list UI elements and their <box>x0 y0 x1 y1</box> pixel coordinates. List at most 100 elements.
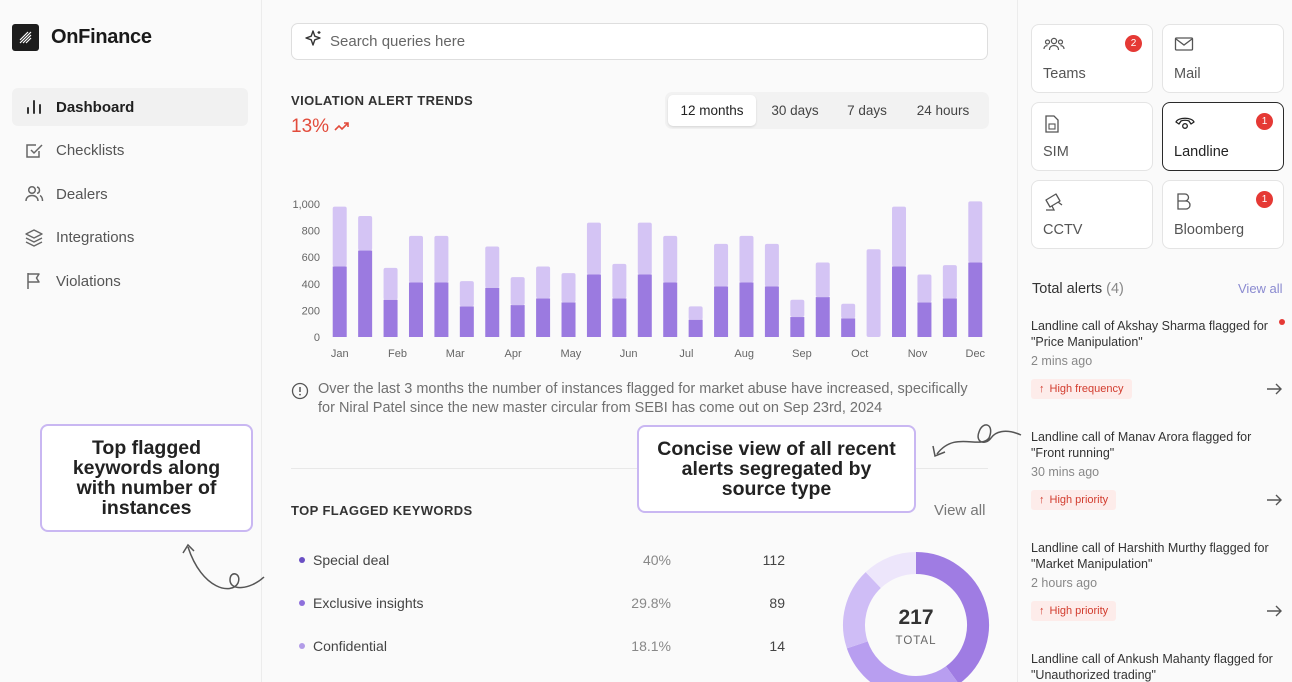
keyword-row[interactable]: Special deal 40% 112 <box>299 551 789 571</box>
x-tick-label: Jan <box>331 348 349 360</box>
alert-item[interactable]: Landline call of Harshith Murthy flagged… <box>1031 541 1283 641</box>
chart-bar-segment[interactable] <box>612 263 627 299</box>
chart-bar-segment[interactable] <box>663 282 678 337</box>
search-input[interactable]: Search queries here <box>330 33 466 50</box>
keywords-donut-chart: 217 TOTAL <box>843 552 989 682</box>
chart-bar-segment[interactable] <box>688 319 703 337</box>
chart-bar-segment[interactable] <box>434 282 449 337</box>
donut-segment[interactable] <box>865 552 917 589</box>
chart-bar-segment[interactable] <box>688 306 703 320</box>
range-30-days[interactable]: 30 days <box>771 103 819 118</box>
chart-bar-segment[interactable] <box>536 266 551 299</box>
sidebar-item-checklists[interactable]: Checklists <box>12 132 248 170</box>
logo-icon <box>12 24 39 51</box>
chart-bar-segment[interactable] <box>790 317 805 337</box>
trend-change-value: 13% <box>291 116 330 137</box>
chart-bar-segment[interactable] <box>408 282 423 337</box>
chart-bar-segment[interactable] <box>815 262 830 298</box>
alerts-view-all-link[interactable]: View all <box>1238 281 1283 296</box>
alert-item[interactable]: Landline call of Manav Arora flagged for… <box>1031 430 1283 530</box>
chart-bar-segment[interactable] <box>510 305 525 337</box>
chart-bar-segment[interactable] <box>510 277 525 306</box>
chart-bar-segment[interactable] <box>459 306 474 337</box>
arrow-right-icon[interactable] <box>1265 491 1283 509</box>
chart-bar-segment[interactable] <box>612 298 627 337</box>
chart-bar-segment[interactable] <box>942 298 957 337</box>
donut-segment[interactable] <box>915 552 989 682</box>
chart-bar-segment[interactable] <box>714 286 729 337</box>
source-cctv[interactable]: CCTV <box>1031 180 1153 249</box>
chart-bar-segment[interactable] <box>739 282 754 337</box>
chart-bar-segment[interactable] <box>358 250 373 337</box>
donut-segment[interactable] <box>843 572 882 649</box>
chart-bar-segment[interactable] <box>637 274 652 337</box>
source-landline[interactable]: 1 Landline <box>1162 102 1284 171</box>
chart-bar-segment[interactable] <box>663 235 678 283</box>
chart-bar-segment[interactable] <box>536 298 551 337</box>
chart-bar-segment[interactable] <box>764 243 779 287</box>
chart-bar-segment[interactable] <box>561 273 576 303</box>
chart-bar-segment[interactable] <box>459 281 474 307</box>
source-label: Teams <box>1043 66 1086 82</box>
chart-bar-segment[interactable] <box>332 206 347 267</box>
chart-bar-segment[interactable] <box>383 267 398 300</box>
chart-bar-segment[interactable] <box>764 286 779 337</box>
arrow-right-icon[interactable] <box>1265 602 1283 620</box>
chart-bar-segment[interactable] <box>358 215 373 251</box>
chart-bar-segment[interactable] <box>714 243 729 287</box>
range-24-hours[interactable]: 24 hours <box>916 103 970 118</box>
chart-bar-segment[interactable] <box>485 246 500 288</box>
chart-bar-segment[interactable] <box>942 265 957 299</box>
source-mail[interactable]: Mail <box>1162 24 1284 93</box>
x-tick-label: Nov <box>908 348 928 360</box>
source-sim[interactable]: SIM <box>1031 102 1153 171</box>
chart-bar-segment[interactable] <box>917 274 932 303</box>
users-icon <box>24 184 44 204</box>
alert-text: Landline call of Ankush Mahanty flagged … <box>1031 652 1273 682</box>
chart-bar-segment[interactable] <box>892 206 907 267</box>
chart-bar-segment[interactable] <box>586 274 601 337</box>
arrow-right-icon[interactable] <box>1265 380 1283 398</box>
y-tick-label: 600 <box>302 252 320 264</box>
arrow-up-icon: ↑ <box>1039 605 1045 617</box>
sidebar-item-violations[interactable]: Violations <box>12 262 248 300</box>
source-bloomberg[interactable]: 1 Bloomberg <box>1162 180 1284 249</box>
chart-bar-segment[interactable] <box>332 266 347 337</box>
chart-bar-segment[interactable] <box>790 299 805 318</box>
sidebar-item-integrations[interactable]: Integrations <box>12 219 248 257</box>
alert-item[interactable]: Landline call of Akshay Sharma flagged f… <box>1031 319 1285 419</box>
alert-item[interactable]: Landline call of Ankush Mahanty flagged … <box>1031 652 1283 682</box>
chart-bar-segment[interactable] <box>434 235 449 283</box>
main-content: Search queries here VIOLATION ALERT TREN… <box>263 0 1017 682</box>
chart-bar-segment[interactable] <box>637 222 652 275</box>
keyword-row[interactable]: Exclusive insights 29.8% 89 <box>299 594 789 614</box>
chart-bar-segment[interactable] <box>917 302 932 337</box>
sidebar-item-dashboard[interactable]: Dashboard <box>12 88 248 126</box>
chart-bar-segment[interactable] <box>841 318 856 337</box>
y-tick-label: 400 <box>302 279 320 291</box>
keywords-view-all-link[interactable]: View all <box>934 502 986 519</box>
chart-bar-segment[interactable] <box>968 201 983 263</box>
search-bar[interactable]: Search queries here <box>291 23 988 60</box>
chart-bar-segment[interactable] <box>383 299 398 337</box>
chart-bar-segment[interactable] <box>968 262 983 337</box>
brand[interactable]: OnFinance <box>12 24 152 51</box>
chart-bar-segment[interactable] <box>485 287 500 337</box>
chart-bar-segment[interactable] <box>841 303 856 319</box>
callout-arrow-right <box>932 424 1022 458</box>
chart-bar-segment[interactable] <box>586 222 601 275</box>
source-teams[interactable]: 2 Teams <box>1031 24 1153 93</box>
range-7-days[interactable]: 7 days <box>847 103 887 118</box>
chart-bar-segment[interactable] <box>866 249 881 337</box>
y-tick-label: 200 <box>302 305 320 317</box>
chart-bar-segment[interactable] <box>739 235 754 283</box>
sidebar-item-dealers[interactable]: Dealers <box>12 175 248 213</box>
chart-bar-segment[interactable] <box>892 266 907 337</box>
donut-segment[interactable] <box>846 640 958 682</box>
chart-bar-segment[interactable] <box>815 297 830 337</box>
range-12-months[interactable]: 12 months <box>668 95 756 126</box>
chart-bar-segment[interactable] <box>561 302 576 337</box>
chart-bar-segment[interactable] <box>408 235 423 283</box>
keyword-count: 14 <box>769 638 785 654</box>
keyword-row[interactable]: Confidential 18.1% 14 <box>299 637 789 657</box>
